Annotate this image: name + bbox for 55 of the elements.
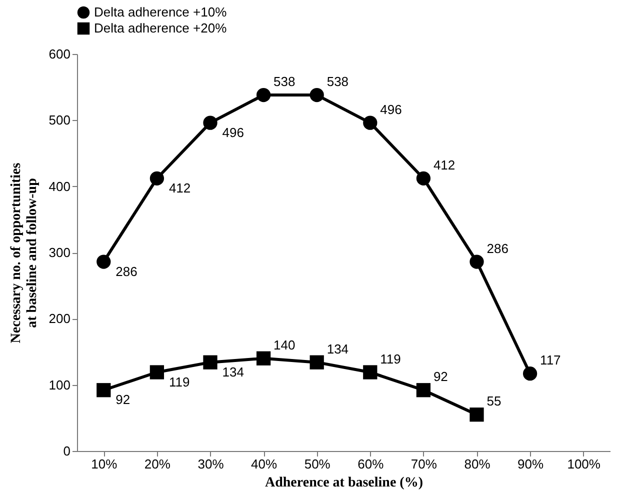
data-label: 496 — [380, 102, 402, 117]
y-axis-title: Necessary no. of opportunities at baseline and follow-up — [8, 162, 40, 344]
y-tick-label: 600 — [48, 46, 70, 62]
data-label: 119 — [380, 351, 401, 366]
point — [310, 88, 324, 102]
data-label: 538 — [326, 74, 349, 90]
x-tick-label: 90% — [518, 456, 544, 472]
data-label: 92 — [433, 369, 448, 384]
point — [203, 116, 218, 130]
data-label: 119 — [168, 374, 190, 390]
y-tick-label: 200 — [48, 311, 70, 326]
x-tick-label: 10% — [91, 456, 118, 472]
data-label: 538 — [274, 74, 296, 90]
data-label: 286 — [116, 264, 138, 279]
point — [203, 355, 218, 370]
point — [150, 171, 164, 186]
y-tick-label: 100 — [48, 377, 70, 392]
point — [256, 351, 271, 366]
point — [416, 171, 431, 186]
x-tick-label: 60% — [358, 456, 384, 472]
data-label: 412 — [168, 180, 191, 196]
data-label: 117 — [540, 352, 561, 368]
point — [363, 365, 378, 380]
point — [96, 383, 111, 398]
point — [522, 366, 538, 381]
y-tick-label: 500 — [48, 112, 70, 128]
x-tick-label: 70% — [410, 456, 438, 472]
point — [310, 355, 324, 370]
x-tick-label: 100% — [567, 456, 601, 472]
data-label: 92 — [116, 392, 130, 408]
data-label: 496 — [222, 124, 244, 140]
point — [363, 116, 378, 130]
data-label: 134 — [326, 341, 349, 356]
data-label: 286 — [486, 240, 508, 256]
x-tick-label: 80% — [464, 456, 491, 472]
y-tick-label: 300 — [48, 245, 70, 260]
point — [416, 383, 431, 398]
point — [150, 365, 164, 380]
legend-label: Delta adherence +10% — [94, 4, 228, 20]
y-tick-label: 400 — [48, 178, 70, 194]
x-tick-label: 20% — [144, 456, 171, 472]
point — [256, 88, 271, 102]
data-label: 412 — [433, 157, 456, 172]
x-tick-label: 40% — [251, 456, 278, 472]
data-label: 55 — [486, 394, 502, 409]
point — [96, 254, 111, 269]
x-tick-label: 50% — [304, 456, 331, 472]
point — [470, 254, 484, 269]
x-tick-label: 30% — [198, 456, 224, 472]
x-axis-title: Adherence at baseline (%) — [265, 476, 424, 490]
legend-label: Delta adherence +20% — [94, 20, 228, 36]
data-label: 140 — [274, 337, 296, 352]
point — [470, 408, 484, 422]
y-tick-label: 0 — [63, 444, 70, 458]
data-label: 134 — [222, 364, 244, 380]
